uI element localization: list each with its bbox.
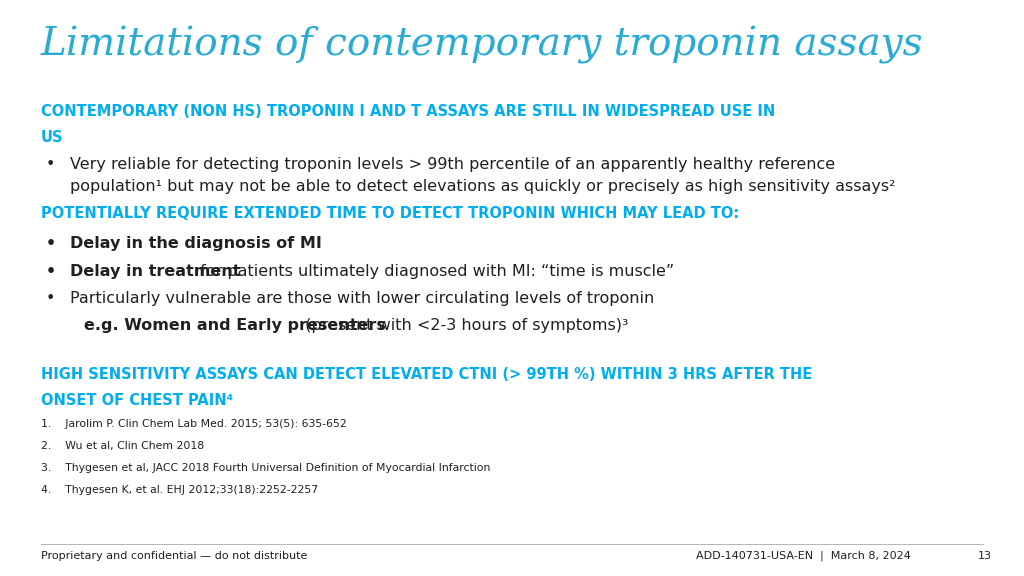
- Text: 2.    Wu et al, Clin Chem 2018: 2. Wu et al, Clin Chem 2018: [41, 441, 204, 451]
- Text: ONSET OF CHEST PAIN⁴: ONSET OF CHEST PAIN⁴: [41, 393, 233, 408]
- Text: for patients ultimately diagnosed with MI: “time is muscle”: for patients ultimately diagnosed with M…: [195, 264, 674, 279]
- Text: Limitations of contemporary troponin assays: Limitations of contemporary troponin ass…: [41, 26, 924, 64]
- Text: ADD-140731-USA-EN  |  March 8, 2024: ADD-140731-USA-EN | March 8, 2024: [696, 551, 911, 561]
- Text: population¹ but may not be able to detect elevations as quickly or precisely as : population¹ but may not be able to detec…: [70, 179, 895, 194]
- Text: 1.    Jarolim P. Clin Chem Lab Med. 2015; 53(5): 635-652: 1. Jarolim P. Clin Chem Lab Med. 2015; 5…: [41, 419, 347, 429]
- Text: (present with <2-3 hours of symptoms)³: (present with <2-3 hours of symptoms)³: [300, 318, 629, 333]
- Text: 4.    Thygesen K, et al. EHJ 2012;33(18):2252-2257: 4. Thygesen K, et al. EHJ 2012;33(18):22…: [41, 485, 318, 495]
- Text: POTENTIALLY REQUIRE EXTENDED TIME TO DETECT TROPONIN WHICH MAY LEAD TO:: POTENTIALLY REQUIRE EXTENDED TIME TO DET…: [41, 206, 739, 221]
- Text: 13: 13: [978, 551, 992, 560]
- Text: Very reliable for detecting troponin levels > 99th percentile of an apparently h: Very reliable for detecting troponin lev…: [70, 157, 835, 172]
- Text: •: •: [46, 236, 56, 251]
- Text: 3.    Thygesen et al, JACC 2018 Fourth Universal Definition of Myocardial Infarc: 3. Thygesen et al, JACC 2018 Fourth Univ…: [41, 463, 490, 473]
- Text: Delay in the diagnosis of MI: Delay in the diagnosis of MI: [70, 236, 322, 251]
- Text: •: •: [46, 291, 55, 306]
- Text: •: •: [46, 264, 56, 279]
- Text: •: •: [46, 157, 55, 172]
- Text: US: US: [41, 130, 63, 145]
- Text: HIGH SENSITIVITY ASSAYS CAN DETECT ELEVATED CTNI (> 99TH %) WITHIN 3 HRS AFTER T: HIGH SENSITIVITY ASSAYS CAN DETECT ELEVA…: [41, 367, 812, 382]
- Text: Particularly vulnerable are those with lower circulating levels of troponin: Particularly vulnerable are those with l…: [70, 291, 654, 306]
- Text: e.g. Women and Early presenters: e.g. Women and Early presenters: [84, 318, 386, 333]
- Text: Proprietary and confidential — do not distribute: Proprietary and confidential — do not di…: [41, 551, 307, 560]
- Text: CONTEMPORARY (NON HS) TROPONIN I AND T ASSAYS ARE STILL IN WIDESPREAD USE IN: CONTEMPORARY (NON HS) TROPONIN I AND T A…: [41, 104, 775, 119]
- Text: Delay in treatment: Delay in treatment: [70, 264, 241, 279]
